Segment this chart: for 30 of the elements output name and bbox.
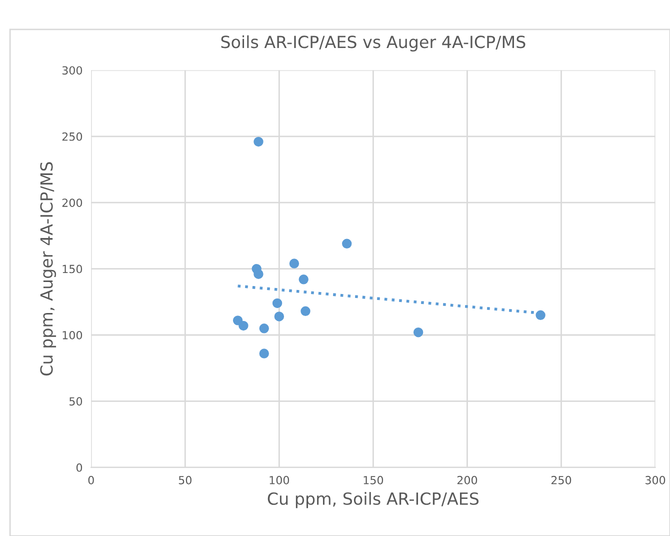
point <box>254 269 264 279</box>
x-axis-title: Cu ppm, Soils AR-ICP/AES <box>268 492 479 508</box>
y-tick-label: 100 <box>62 330 82 340</box>
x-tick-label: 250 <box>551 476 572 484</box>
y-tick-label: 150 <box>62 264 82 274</box>
y-axis-title: Cu ppm, Auger 4A-ICP/MS <box>40 162 56 376</box>
point <box>254 136 264 147</box>
y-tick-label: 250 <box>62 132 82 141</box>
y-tick-label: 0 <box>76 463 82 472</box>
point <box>536 310 546 320</box>
y-tick-label: 50 <box>70 397 82 406</box>
point <box>272 298 282 308</box>
y-tick-label: 300 <box>62 66 82 75</box>
chart-title: Soils AR-ICP/AES vs Auger 4A-ICP/MS <box>221 35 526 52</box>
x-tick-label: 150 <box>364 476 384 484</box>
y-tick-label: 200 <box>62 198 82 207</box>
point <box>413 327 424 338</box>
point <box>259 324 269 334</box>
x-tick-label: 200 <box>457 476 478 484</box>
point <box>238 320 248 331</box>
x-tick-label: 0 <box>88 476 94 484</box>
point <box>289 258 300 268</box>
point <box>259 348 269 358</box>
point <box>300 306 310 316</box>
x-tick-label: 50 <box>178 476 192 484</box>
point <box>342 238 352 249</box>
point <box>298 274 308 284</box>
x-tick-label: 300 <box>646 476 666 484</box>
x-tick-label: 100 <box>270 476 290 484</box>
point <box>274 312 284 322</box>
